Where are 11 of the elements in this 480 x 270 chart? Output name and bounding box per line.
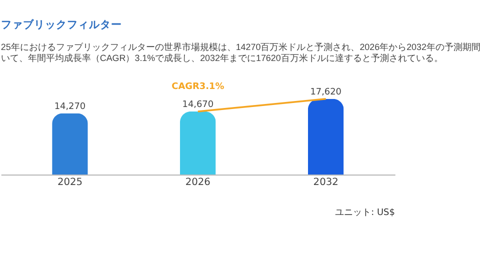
x-tick-label: 2026 — [185, 176, 210, 188]
x-tick-label: 2032 — [313, 176, 338, 188]
data-label: 14,670 — [182, 100, 214, 110]
text: 25年におけるファブリックフィルターの世界市場規模は、14270百万米ドルと予測され、2026年から2032年の予測期間 — [0, 42, 480, 52]
text: いて、年間平均成長率（CAGR）3.1%で成長し、2032年までに17620百万米ドルに達すると予測されている。 — [0, 52, 443, 63]
text: ユニット: US$ — [335, 208, 395, 218]
text: CAGR3.1% — [172, 82, 224, 92]
chart-title: ファブリックフィルター — [0, 18, 122, 31]
data-label: 14,270 — [54, 102, 86, 112]
data-label: 17,620 — [310, 87, 342, 98]
x-tick-label: 2025 — [57, 176, 83, 188]
